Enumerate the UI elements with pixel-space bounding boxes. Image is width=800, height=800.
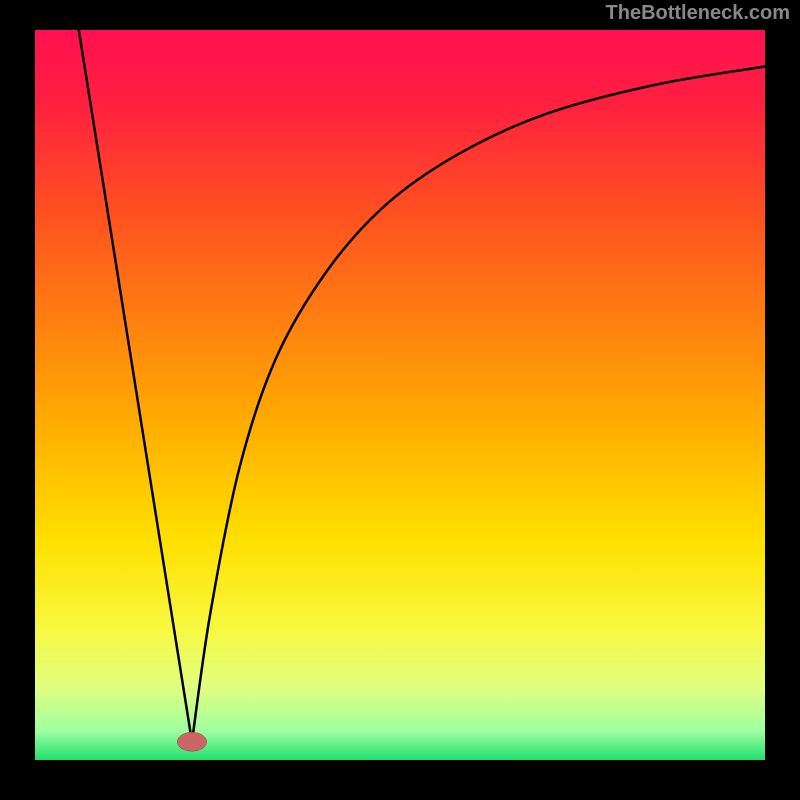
chart-container: TheBottleneck.com [0, 0, 800, 800]
watermark-text: TheBottleneck.com [606, 2, 790, 25]
gradient-background [35, 30, 765, 760]
plot-area [35, 30, 765, 760]
vertex-marker [177, 732, 206, 751]
chart-svg [35, 30, 765, 760]
